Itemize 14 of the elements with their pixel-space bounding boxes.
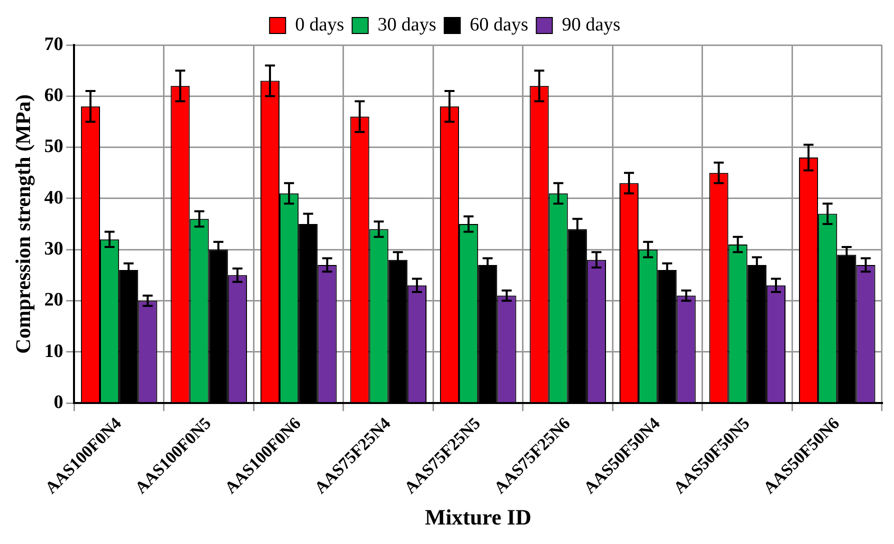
y-axis-title: Compression strength (MPa) [11,94,36,354]
legend-label: 30 days [378,14,436,36]
y-tick-label: 70 [44,34,64,55]
y-tick-label: 20 [44,290,64,311]
y-tick-label: 30 [44,238,64,260]
x-axis-title: Mixture ID [424,504,532,530]
y-tick-label: 50 [44,136,64,158]
y-tick-label: 40 [44,187,64,208]
legend-label: 90 days [562,14,620,36]
legend-label: 0 days [295,14,344,36]
y-tick-label: 0 [54,392,64,413]
legend-label: 60 days [470,14,528,36]
y-tick-label: 60 [44,85,64,106]
y-tick-label: 10 [44,340,64,362]
